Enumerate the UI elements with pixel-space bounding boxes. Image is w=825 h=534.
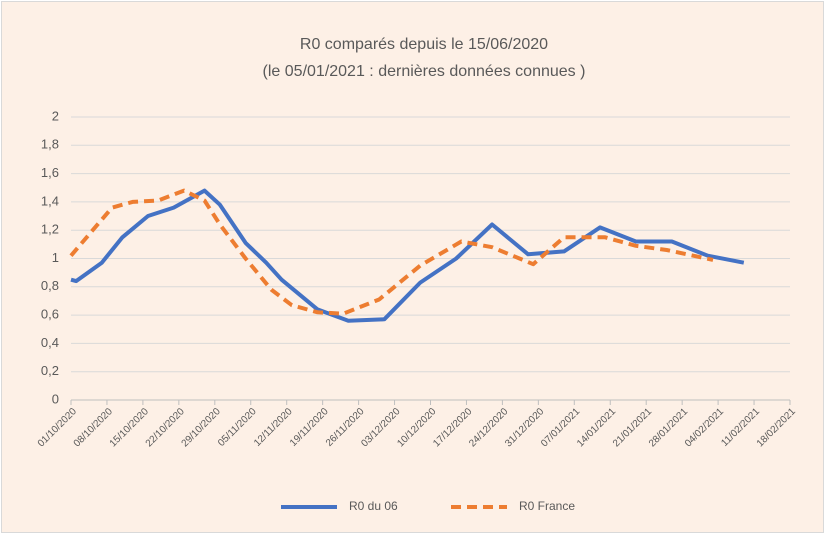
y-tick-label: 1,2 (41, 222, 59, 237)
y-tick-label: 0 (52, 391, 59, 406)
y-tick-label: 1,6 (41, 165, 59, 180)
y-tick-label: 0,4 (41, 335, 59, 350)
legend-label: R0 du 06 (349, 499, 398, 513)
series-line (70, 188, 745, 323)
y-tick-label: 1,4 (41, 193, 59, 208)
chart-title: R0 comparés depuis le 15/06/2020 (300, 36, 548, 53)
legend-label: R0 France (519, 499, 575, 513)
y-tick-label: 2 (52, 108, 59, 123)
chart-subtitle: (le 05/01/2021 : dernières données connu… (263, 63, 586, 80)
y-tick-label: 0,2 (41, 363, 59, 378)
series-line (69, 188, 714, 316)
y-tick-label: 0,8 (41, 278, 59, 293)
y-tick-label: 1 (52, 250, 59, 265)
y-tick-label: 0,6 (41, 307, 59, 322)
y-tick-label: 1,8 (41, 137, 59, 152)
